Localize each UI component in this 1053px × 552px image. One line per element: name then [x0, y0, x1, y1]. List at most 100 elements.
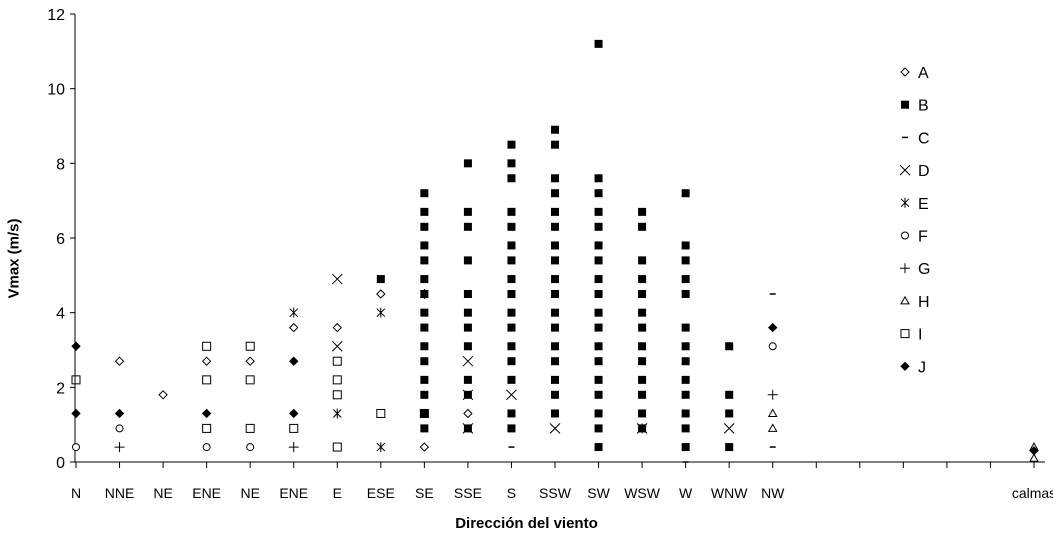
legend-label-J: J: [918, 359, 926, 376]
point-B: [420, 207, 429, 216]
point-B: [725, 390, 734, 399]
point-B: [638, 290, 647, 298]
legend-label-H: H: [918, 294, 930, 311]
legend-marker-I: [900, 329, 910, 339]
point-B: [551, 174, 559, 183]
point-B: [594, 256, 603, 265]
point-B: [681, 342, 690, 351]
point-B: [594, 390, 603, 399]
legend-label-B: B: [918, 98, 929, 115]
point-B: [507, 323, 516, 332]
point-J: [71, 408, 81, 419]
series-H: [767, 408, 1039, 462]
point-B: [594, 207, 603, 216]
point-A: [332, 322, 342, 333]
point-F: [246, 443, 255, 452]
point-B: [507, 207, 516, 216]
point-B: [594, 189, 603, 198]
legend-marker-D: [899, 164, 911, 176]
point-B: [594, 443, 603, 452]
point-B: [463, 342, 472, 351]
x-tick-label: SSW: [539, 485, 572, 501]
point-B: [594, 342, 603, 351]
point-B: [376, 275, 385, 284]
x-tick-label: ESE: [367, 485, 395, 501]
point-B: [551, 140, 559, 149]
point-A: [201, 356, 212, 366]
point-B: [594, 424, 603, 433]
point-B: [551, 290, 559, 298]
point-B: [551, 390, 559, 399]
y-tick-label: 8: [56, 156, 65, 173]
legend-label-C: C: [918, 130, 930, 147]
point-B: [551, 409, 559, 418]
point-B: [594, 222, 603, 231]
point-B: [463, 159, 472, 168]
point-B: [507, 222, 516, 231]
point-B: [551, 375, 559, 384]
point-B: [681, 241, 690, 250]
point-B: [638, 342, 647, 351]
point-H: [767, 408, 778, 417]
point-G: [288, 442, 299, 453]
point-A: [376, 289, 386, 299]
point-B: [507, 159, 516, 168]
point-B: [463, 256, 472, 265]
series-F: [72, 342, 777, 452]
point-G: [114, 442, 125, 453]
point-A: [463, 408, 473, 419]
x-tick-label: SSE: [454, 485, 482, 501]
point-H: [767, 423, 778, 432]
point-B: [681, 357, 690, 366]
y-axis-title-wrap: Vmax (m/s): [2, 180, 42, 330]
point-J: [201, 408, 212, 419]
legend-label-D: D: [918, 163, 930, 180]
point-I: [419, 408, 429, 418]
point-B: [638, 375, 647, 384]
point-E: [420, 289, 429, 299]
y-tick-label: 6: [56, 231, 65, 248]
point-B: [681, 189, 690, 198]
point-F: [115, 424, 124, 433]
point-B: [551, 222, 559, 231]
point-B: [507, 342, 516, 351]
point-I: [332, 442, 342, 452]
point-B: [420, 342, 429, 351]
point-I: [202, 341, 212, 351]
legend-label-E: E: [918, 196, 929, 213]
point-B: [681, 375, 690, 384]
point-B: [638, 308, 647, 317]
x-tick-label: N: [71, 485, 81, 501]
point-B: [507, 308, 516, 317]
legend-label-I: I: [918, 327, 922, 344]
point-I: [332, 375, 342, 385]
point-B: [594, 357, 603, 366]
x-tick-label: E: [333, 485, 342, 501]
x-tick-label: SW: [587, 485, 610, 501]
point-E: [637, 423, 647, 434]
point-B: [420, 357, 429, 366]
point-D: [462, 355, 474, 367]
y-tick-label: 0: [56, 455, 65, 472]
legend-marker-F: [901, 231, 909, 240]
point-B: [507, 424, 516, 433]
point-B: [681, 390, 690, 399]
x-tick-label: calmas: [1012, 485, 1053, 501]
point-E: [376, 442, 386, 453]
series-I: [71, 341, 429, 452]
point-B: [420, 222, 429, 231]
point-B: [507, 275, 516, 284]
x-tick-label: SE: [415, 485, 434, 501]
point-D: [462, 389, 474, 401]
point-B: [420, 375, 429, 384]
point-B: [594, 39, 603, 48]
point-D: [462, 423, 474, 434]
point-E: [376, 307, 386, 318]
series-A: [114, 289, 473, 452]
point-B: [681, 290, 690, 298]
point-B: [551, 241, 559, 250]
point-F: [72, 443, 80, 452]
point-B: [681, 275, 690, 284]
point-B: [638, 357, 647, 366]
